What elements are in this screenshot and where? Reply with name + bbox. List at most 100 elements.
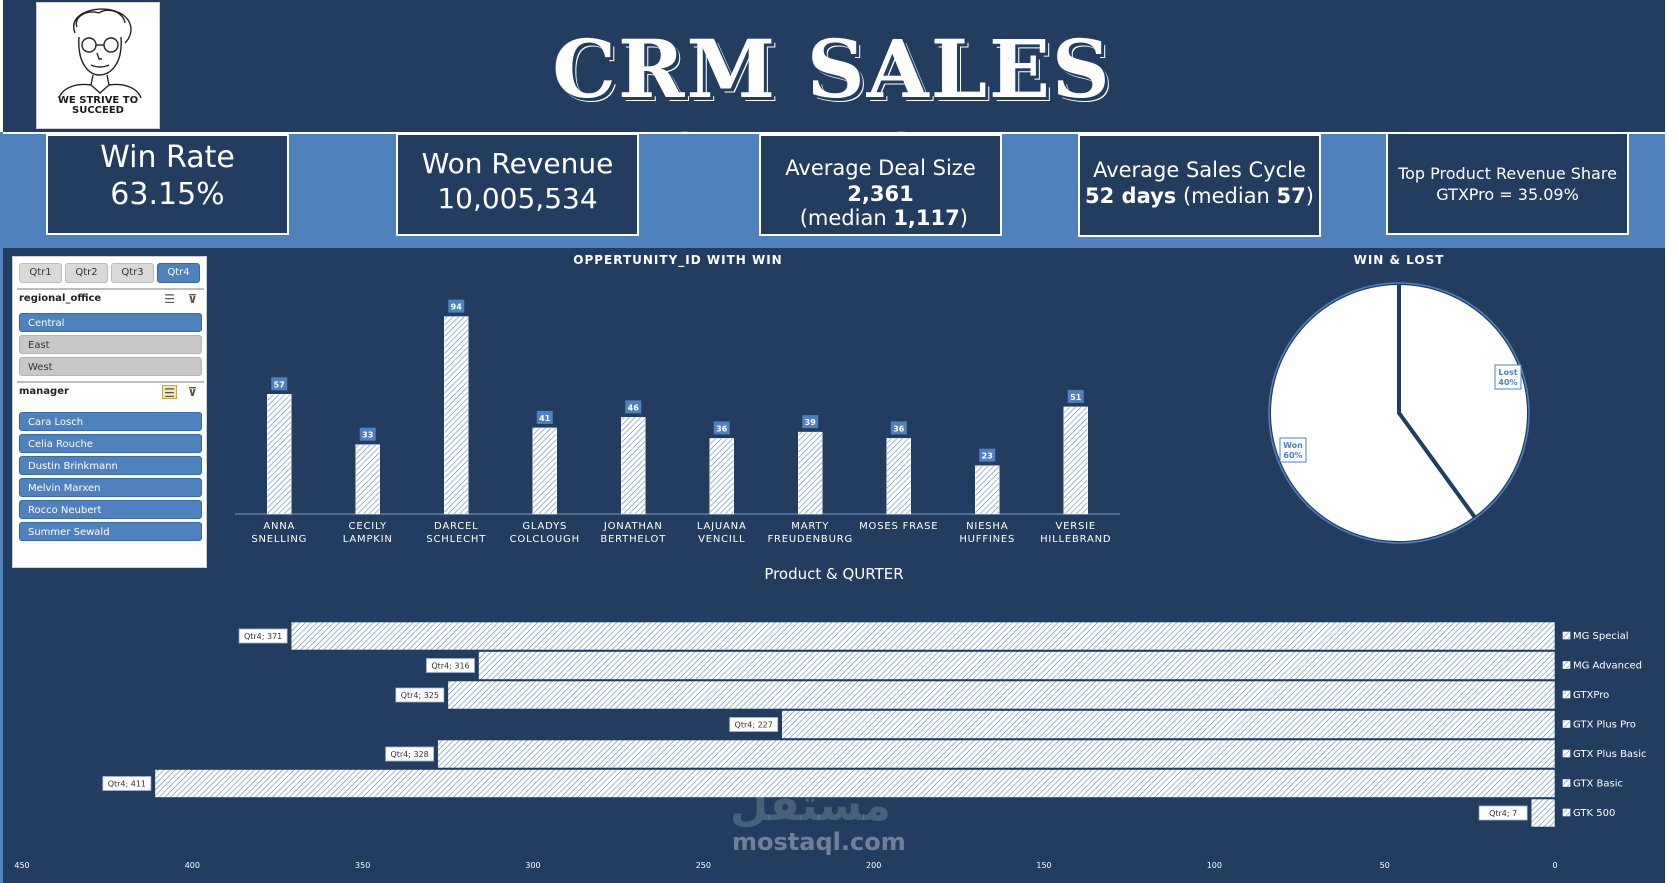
pie-label-box: [1494, 364, 1522, 390]
x-tick-label: 250: [696, 861, 711, 870]
data-label: 36: [893, 424, 905, 433]
kpi-average-sales-cycle: Average Sales Cycle 52 days (median 57): [1078, 134, 1321, 237]
data-label-box: [395, 687, 445, 703]
data-label: Qtr4; 316: [431, 662, 469, 671]
slicer-item-central[interactable]: Central: [19, 313, 202, 332]
slicer-item-summer-sewald[interactable]: Summer Sewald: [19, 522, 202, 541]
multi-select-icon[interactable]: ☰: [164, 292, 175, 306]
legend-swatch: [1562, 779, 1571, 787]
bar: [1063, 406, 1088, 515]
x-tick-label: 300: [525, 861, 540, 870]
left-edge: [0, 132, 3, 883]
x-tick-label: 200: [866, 861, 881, 870]
clear-filter-icon[interactable]: ⊽: [187, 385, 198, 399]
watermark-latin: mostaql.com: [732, 828, 906, 856]
slicer-item-rocco-neubert[interactable]: Rocco Neubert: [19, 500, 202, 519]
product-quarter-chart: Product & QURTER Qtr4; 371 MG Special Qtr4;…: [14, 565, 1646, 870]
kpi-avg-cycle-median: 57: [1276, 184, 1306, 208]
kpi-avg-deal-mean: 2,361: [847, 182, 914, 206]
data-label: Qtr4; 325: [401, 691, 439, 700]
y-tick-label: MG Advanced: [1573, 661, 1642, 672]
data-label: 46: [628, 403, 640, 412]
data-label: 94: [451, 303, 463, 312]
data-label: 33: [362, 431, 373, 440]
kpi-avg-cycle-close: ): [1305, 184, 1314, 208]
x-tick-label: COLCLOUGH: [510, 534, 580, 545]
kpi-avg-cycle-mean: 52 days: [1085, 184, 1177, 208]
data-label-box: [271, 377, 288, 391]
legend-swatch: [1562, 720, 1571, 728]
y-tick-label: GTXPro: [1573, 690, 1609, 701]
kpi-avg-deal-close: ): [959, 206, 968, 230]
slicer-regional-office-header: regional_office ☰ ⊽: [19, 289, 202, 309]
data-label: Qtr4; 227: [735, 721, 773, 730]
data-label-box: [102, 776, 152, 791]
kpi-win-rate: Win Rate 63.15%: [46, 134, 289, 235]
kpi-avg-deal-median: 1,117: [893, 206, 960, 230]
tab-qtr4[interactable]: Qtr4: [157, 263, 200, 283]
y-tick-label: GTX Plus Basic: [1573, 749, 1647, 760]
x-tick-label: CECILY: [349, 521, 387, 532]
x-tick-label: VENCILL: [698, 534, 745, 545]
tab-qtr1[interactable]: Qtr1: [19, 263, 62, 283]
bar: [290, 621, 1556, 651]
bar: [798, 431, 823, 515]
kpi-top-product-value: GTXPro = 35.09%: [1436, 185, 1579, 204]
bar: [1530, 798, 1556, 828]
x-tick-label: MOSES FRASE: [859, 521, 938, 532]
tab-qtr3[interactable]: Qtr3: [111, 263, 154, 283]
y-tick-label: MG Special: [1573, 631, 1629, 642]
slicer-item-cara-losch[interactable]: Cara Losch: [19, 412, 202, 431]
bar: [267, 394, 292, 515]
pie-label-box: [1279, 437, 1307, 463]
data-label: 23: [982, 452, 993, 461]
data-label-box: [359, 427, 376, 441]
slicer-divider: [17, 288, 204, 290]
bar: [621, 417, 646, 515]
x-tick-label: HILLEBRAND: [1040, 534, 1111, 545]
x-tick-label: 400: [185, 861, 200, 870]
y-tick-label: GTK 500: [1573, 808, 1615, 819]
chart-title: OPPERTUNITY_ID WITH WIN: [573, 253, 782, 268]
clear-filter-icon[interactable]: ⊽: [187, 292, 198, 306]
kpi-avg-cycle-value: 52 days (median 57): [1080, 184, 1319, 208]
data-label: Qtr4; 411: [108, 780, 146, 789]
x-tick-label: 150: [1036, 861, 1051, 870]
data-label-box: [426, 658, 475, 673]
data-label: Qtr4; 328: [390, 750, 428, 759]
x-tick-label: 50: [1380, 861, 1390, 870]
data-label-box: [238, 628, 288, 644]
bar: [444, 316, 469, 515]
data-label-box: [713, 421, 730, 435]
multi-select-icon[interactable]: ☰: [162, 385, 177, 400]
data-label-box: [890, 421, 907, 435]
x-tick-label: MARTY: [791, 521, 829, 532]
data-label-box: [729, 717, 779, 732]
pie-label-name: Won: [1283, 441, 1303, 450]
data-label: Qtr4; 7: [1489, 809, 1517, 818]
x-tick-label: 450: [14, 861, 29, 870]
bar: [532, 427, 557, 515]
x-tick-label: FREUDENBURG: [767, 534, 853, 545]
tab-qtr2[interactable]: Qtr2: [65, 263, 108, 283]
slicer-item-dustin-brinkmann[interactable]: Dustin Brinkmann: [19, 456, 202, 475]
pie-label-percent: 60%: [1283, 451, 1302, 460]
slicer-item-west[interactable]: West: [19, 357, 202, 376]
legend-swatch: [1562, 808, 1571, 817]
x-tick-label: NIESHA: [966, 521, 1008, 532]
slicer-item-celia-rouche[interactable]: Celia Rouche: [19, 434, 202, 453]
watermark-arabic: مستقل: [730, 780, 891, 831]
slicer-item-melvin-marxen[interactable]: Melvin Marxen: [19, 478, 202, 497]
slicer-item-east[interactable]: East: [19, 335, 202, 354]
kpi-win-rate-value: 63.15%: [110, 177, 225, 212]
x-tick-label: VERSIE: [1055, 521, 1096, 532]
slicer-divider: [17, 381, 204, 383]
x-tick-label: LAJUANA: [697, 521, 747, 532]
kpi-top-product-label: Top Product Revenue Share: [1398, 164, 1617, 183]
quarter-timeline: Qtr1 Qtr2 Qtr3 Qtr4: [19, 263, 200, 285]
legend-swatch: [1562, 631, 1571, 640]
x-tick-label: JONATHAN: [603, 521, 663, 532]
x-tick-label: HUFFINES: [959, 534, 1015, 545]
logo-tagline: WE STRIVE TO SUCCEED: [57, 95, 139, 116]
